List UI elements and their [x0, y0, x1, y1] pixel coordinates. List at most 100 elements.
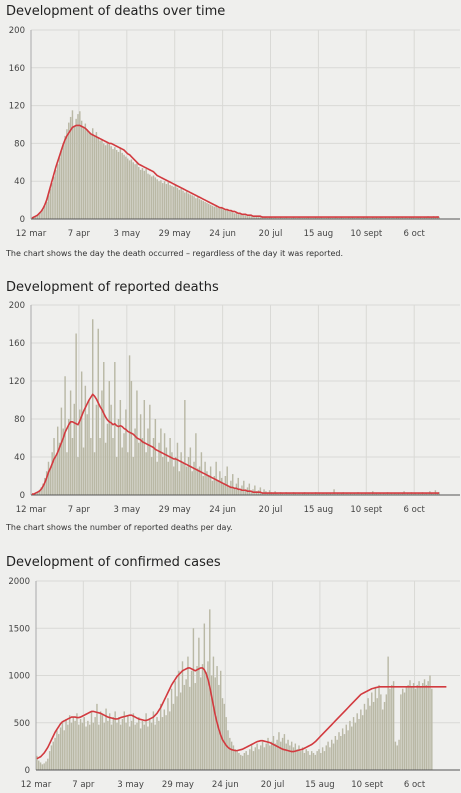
bar — [303, 752, 306, 770]
bar — [221, 698, 224, 770]
bar — [219, 471, 221, 495]
bar — [252, 751, 255, 770]
bar — [47, 195, 50, 219]
bar — [381, 217, 383, 219]
bar — [248, 483, 251, 495]
bar — [69, 116, 72, 219]
bar — [187, 193, 190, 219]
chart-deaths-over-time: Development of deaths over time 0 40 80 120… — [0, 4, 461, 266]
bar — [250, 745, 253, 770]
bar — [183, 684, 186, 770]
bar — [213, 476, 216, 495]
bar — [325, 493, 328, 495]
x-tick-label: 15 aug — [304, 505, 334, 515]
bar — [84, 123, 87, 219]
bar — [66, 452, 68, 495]
bar — [108, 381, 111, 495]
bar — [197, 468, 199, 495]
bar — [316, 751, 318, 770]
bar — [115, 457, 118, 495]
bar — [418, 681, 420, 770]
bar — [115, 150, 118, 219]
bar — [204, 461, 206, 495]
y-tick-label: 1000 — [8, 672, 30, 682]
bar — [336, 739, 338, 770]
bar — [36, 492, 39, 495]
bar — [56, 426, 59, 495]
bar — [160, 180, 162, 219]
bar — [176, 696, 178, 770]
x-tick-label: 3 may — [117, 780, 144, 790]
bar — [128, 160, 131, 219]
bar — [210, 675, 213, 770]
bar — [274, 217, 276, 219]
bar — [86, 129, 88, 219]
bar — [394, 741, 397, 770]
bar — [425, 217, 427, 219]
bar — [162, 183, 164, 219]
x-tick-label: 29 may — [159, 505, 191, 515]
bar — [312, 752, 315, 770]
bar — [410, 217, 413, 219]
bar — [244, 489, 247, 495]
bar — [372, 217, 374, 219]
bar — [257, 217, 260, 219]
bar — [247, 754, 249, 770]
bar — [334, 735, 337, 770]
bar — [127, 715, 129, 770]
bar — [196, 666, 198, 770]
bar — [272, 493, 274, 495]
bar — [95, 132, 98, 219]
bar — [185, 679, 187, 770]
bar — [112, 149, 114, 219]
bar — [43, 763, 45, 770]
bar — [51, 183, 53, 219]
bar — [187, 457, 190, 495]
bar — [300, 751, 302, 770]
bar — [422, 683, 424, 770]
bar — [134, 428, 136, 495]
bar — [136, 163, 138, 219]
bar — [103, 722, 105, 770]
x-tick-label: 24 jun — [209, 229, 236, 239]
bar — [170, 688, 173, 770]
bar — [176, 442, 179, 495]
bar — [54, 737, 56, 770]
bar — [107, 720, 109, 770]
bar — [372, 701, 375, 770]
bar — [190, 670, 193, 770]
bar — [150, 176, 153, 219]
bar — [117, 419, 120, 495]
bar — [407, 493, 409, 495]
bar — [347, 730, 349, 770]
bar — [226, 209, 228, 219]
bar — [108, 713, 111, 770]
bar — [215, 461, 217, 495]
bar — [165, 184, 168, 219]
bar — [165, 715, 167, 770]
bar — [401, 688, 404, 770]
bar — [99, 711, 102, 770]
bar — [225, 717, 227, 770]
bar — [64, 135, 66, 219]
x-tick-label: 7 apr — [68, 505, 91, 515]
bar — [44, 477, 46, 495]
chart-caption: The chart shows the day the death occurr… — [6, 249, 343, 258]
bar — [72, 717, 75, 770]
bar — [149, 174, 151, 219]
y-tick-label: 0 — [20, 491, 25, 501]
bar — [214, 677, 216, 770]
bar — [327, 741, 329, 770]
bar — [125, 156, 127, 219]
bar — [154, 724, 156, 770]
bar — [180, 452, 182, 495]
bar — [84, 385, 87, 495]
bar — [346, 493, 348, 495]
bar — [229, 737, 231, 770]
bar — [232, 212, 234, 219]
bar — [79, 409, 81, 495]
bar — [160, 428, 162, 495]
bar — [95, 404, 98, 495]
bar — [61, 722, 64, 770]
bar — [401, 217, 403, 219]
